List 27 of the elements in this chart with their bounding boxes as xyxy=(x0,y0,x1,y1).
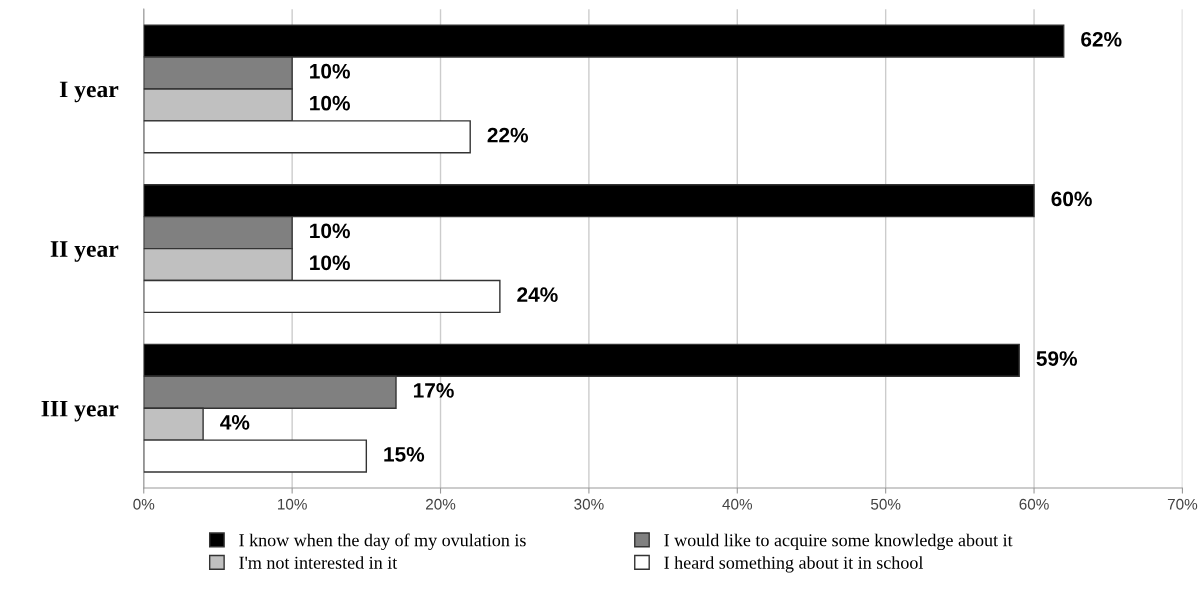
data-label: 10% xyxy=(310,63,350,79)
data-label: 60% xyxy=(1051,191,1092,207)
x-tick-label: 30% xyxy=(574,498,604,510)
legend-label: I would like to acquire some knowledge about it xyxy=(664,533,1013,551)
data-label: 10% xyxy=(310,223,350,239)
x-tick-label: 40% xyxy=(722,498,753,510)
data-label: 59% xyxy=(1036,351,1078,366)
y-tick-label: III year xyxy=(41,400,119,422)
data-label: 62% xyxy=(1081,31,1122,47)
x-tick-label: 10% xyxy=(278,498,307,510)
x-tick-label: 50% xyxy=(870,498,901,510)
x-tick-label: 0% xyxy=(133,498,155,510)
data-label: 10% xyxy=(310,95,350,111)
data-label: 24% xyxy=(517,287,558,303)
data-label: 15% xyxy=(384,446,425,462)
y-tick-label: II year xyxy=(50,241,119,262)
x-tick-label: 20% xyxy=(426,498,456,510)
legend-label: I know when the day of my ovulation is xyxy=(239,533,526,551)
data-label: 4% xyxy=(220,415,250,430)
legend-label: I'm not interested in it xyxy=(239,556,398,569)
x-tick-label: 60% xyxy=(1019,498,1049,510)
x-tick-label: 70% xyxy=(1167,498,1198,510)
y-tick-label: I year xyxy=(59,81,119,103)
legend-label: I heard something about it in school xyxy=(664,556,924,573)
data-label: 17% xyxy=(413,383,454,398)
data-label: 10% xyxy=(310,255,350,271)
data-label: 22% xyxy=(487,127,529,143)
